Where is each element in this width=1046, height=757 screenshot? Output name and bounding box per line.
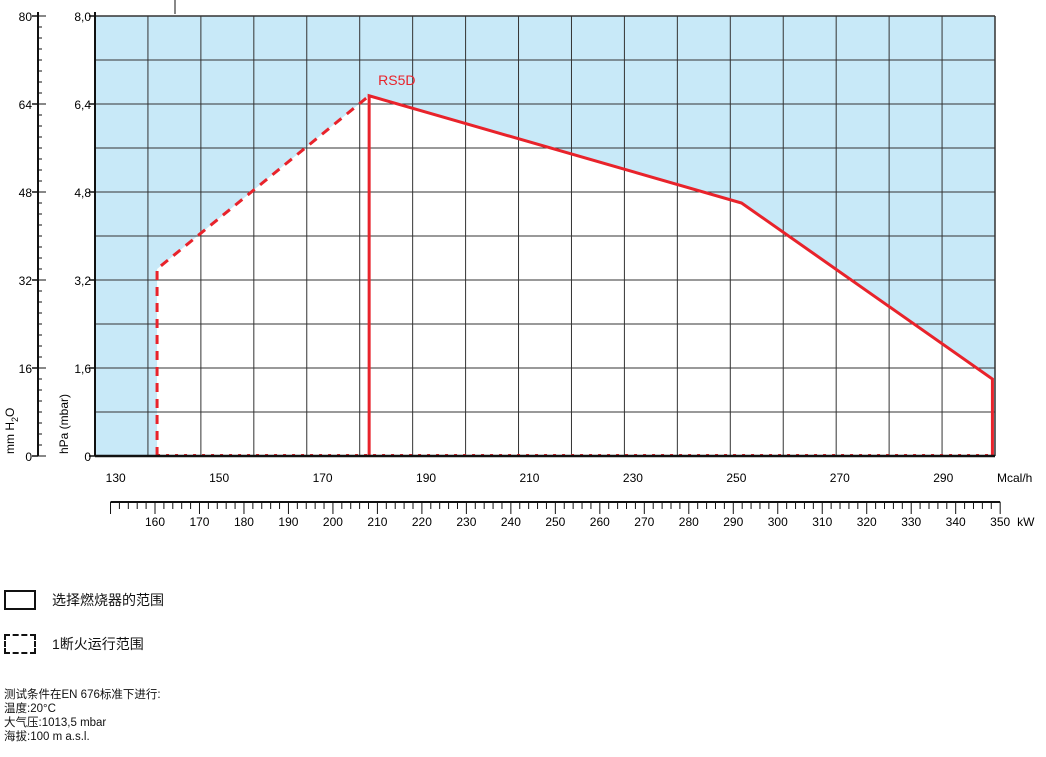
mcal-tick-label: 150: [209, 471, 229, 485]
kw-tick-label: 230: [456, 515, 476, 529]
mmh2o-tick-label: 64: [19, 98, 33, 112]
kw-tick-label: 250: [545, 515, 565, 529]
mcal-tick-label: 190: [416, 471, 436, 485]
hpa-tick-label: 6,4: [74, 98, 91, 112]
hpa-tick-label: 4,8: [74, 186, 91, 200]
mcal-tick-label: 250: [726, 471, 746, 485]
mmh2o-tick-label: 48: [19, 186, 33, 200]
kw-tick-label: 160: [145, 515, 165, 529]
test-conditions-heading: 测试条件在EN 676标准下进行:: [4, 689, 161, 701]
test-conditions-altitude: 海拔:100 m a.s.l.: [4, 731, 90, 743]
kw-axis-unit: kW: [1017, 515, 1035, 529]
kw-tick-label: 310: [812, 515, 832, 529]
kw-tick-label: 240: [501, 515, 521, 529]
mcal-tick-label: 230: [623, 471, 643, 485]
hpa-tick-label: 1,6: [74, 362, 91, 376]
legend-solid: 选择燃烧器的范围: [4, 590, 164, 610]
legend-solid-swatch: [4, 590, 36, 610]
test-conditions: 测试条件在EN 676标准下进行: 温度:20°C 大气压:1013,5 mba…: [4, 688, 161, 744]
firing-rate-chart: RS5D 0 1,6 3,2 4,8 6,4 8,0 hPa (mbar) 0 16 32 48 64 8…: [3, 0, 1035, 529]
legend-dashed-label: 1断火运行范围: [52, 636, 144, 652]
test-conditions-temperature: 温度:20°C: [4, 703, 56, 715]
kw-tick-label: 170: [189, 515, 209, 529]
kw-tick-label: 330: [901, 515, 921, 529]
test-conditions-pressure: 大气压:1013,5 mbar: [4, 717, 107, 729]
mcal-tick-label: 210: [519, 471, 539, 485]
hpa-axis-title: hPa (mbar): [57, 394, 71, 454]
kw-tick-label: 340: [946, 515, 966, 529]
kw-tick-label: 210: [367, 515, 387, 529]
legend-dashed-swatch: [4, 634, 36, 654]
series-label-rs5d: RS5D: [378, 72, 415, 88]
mmh2o-axis-title: mm H2O: [3, 408, 20, 454]
mmh2o-tick-label: 0: [25, 450, 32, 464]
mcal-tick-label: 130: [106, 471, 126, 485]
kw-tick-label: 220: [412, 515, 432, 529]
hpa-tick-label: 3,2: [74, 274, 91, 288]
curve-rs5d-dashed: [155, 94, 371, 456]
mmh2o-tick-label: 32: [19, 274, 33, 288]
mcal-axis-unit: Mcal/h: [997, 471, 1032, 485]
kw-tick-label: 180: [234, 515, 254, 529]
kw-tick-label: 280: [679, 515, 699, 529]
kw-tick-label: 190: [278, 515, 298, 529]
mcal-tick-label: 170: [313, 471, 333, 485]
kw-tick-label: 300: [768, 515, 788, 529]
mcal-tick-label: 290: [933, 471, 953, 485]
mcal-tick-label: 270: [830, 471, 850, 485]
kw-tick-label: 350: [990, 515, 1010, 529]
hpa-tick-label: 8,0: [74, 10, 91, 24]
legend-solid-label: 选择燃烧器的范围: [52, 592, 164, 608]
kw-tick-label: 260: [590, 515, 610, 529]
curve-rs5d-solid: [367, 93, 994, 456]
mmh2o-tick-label: 16: [19, 362, 33, 376]
mmh2o-tick-label: 80: [19, 10, 33, 24]
kw-tick-label: 270: [634, 515, 654, 529]
kw-tick-label: 200: [323, 515, 343, 529]
kw-tick-label: 290: [723, 515, 743, 529]
kw-tick-label: 320: [857, 515, 877, 529]
legend-dashed: 1断火运行范围: [4, 634, 144, 654]
hpa-tick-label: 0: [84, 450, 91, 464]
